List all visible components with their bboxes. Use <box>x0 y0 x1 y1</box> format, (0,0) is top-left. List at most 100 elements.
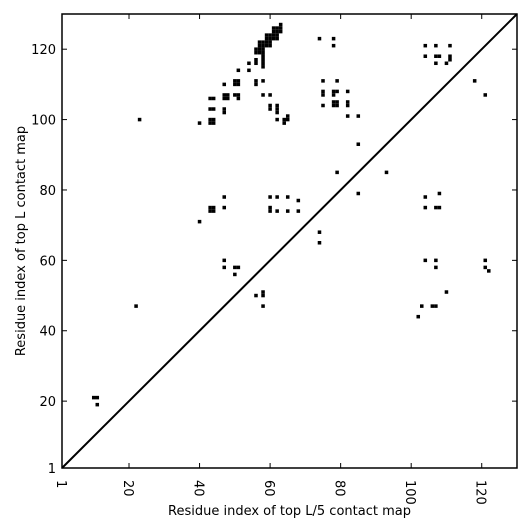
contact-cell <box>211 205 216 210</box>
contact-cell <box>335 170 339 175</box>
contact-cell <box>345 103 350 108</box>
contact-cell <box>254 57 258 62</box>
contact-cell <box>264 36 269 41</box>
contact-cell <box>261 47 265 51</box>
contact-cell <box>254 293 258 298</box>
contact-cell <box>95 402 100 407</box>
contact-cell <box>321 79 325 83</box>
contact-cell <box>444 61 449 66</box>
contact-cell <box>487 269 491 273</box>
contact-cell <box>335 89 339 94</box>
contact-cell <box>261 61 265 66</box>
contact-cell <box>423 258 428 263</box>
contact-cell <box>208 117 212 122</box>
contact-cell <box>261 43 265 48</box>
contact-cell <box>254 47 258 51</box>
contact-cell <box>335 100 339 104</box>
contact-cell <box>233 265 237 270</box>
contact-cell <box>268 195 272 199</box>
contact-cell <box>345 89 350 94</box>
contact-cell <box>483 93 488 97</box>
contact-cell <box>434 258 438 263</box>
contact-cell <box>356 142 361 146</box>
contact-cell <box>211 121 216 125</box>
contact-cell <box>208 121 212 125</box>
contact-cell <box>275 36 279 41</box>
contact-cell <box>261 290 265 294</box>
contact-cell <box>226 96 230 101</box>
contact-cell <box>268 209 272 213</box>
contact-cell <box>437 205 442 210</box>
contact-cell <box>268 36 272 41</box>
contact-cell <box>261 50 265 55</box>
contact-cell <box>335 103 339 108</box>
contact-cell <box>197 121 202 125</box>
contact-cell <box>236 68 241 73</box>
contact-cell <box>197 219 202 224</box>
contact-cell <box>268 40 272 44</box>
contact-cell <box>95 395 100 400</box>
contact-cell <box>275 110 279 115</box>
contact-cell <box>448 54 452 58</box>
contact-cell <box>236 93 241 97</box>
x-axis-label: Residue index of top L/5 contact map <box>168 504 411 519</box>
contact-cell <box>278 22 283 27</box>
contact-cell <box>211 117 216 122</box>
contact-cell <box>222 82 227 87</box>
contact-cell <box>448 57 452 62</box>
contact-cell <box>423 195 428 199</box>
contact-cell <box>257 43 262 48</box>
contact-cell <box>222 93 227 97</box>
y-tick-label: 80 <box>39 184 56 199</box>
contact-cell <box>282 117 286 122</box>
contact-cell <box>317 241 322 245</box>
contact-cell <box>275 29 279 34</box>
contact-cell <box>434 61 438 66</box>
contact-cell <box>236 79 241 83</box>
contact-cell <box>434 265 438 270</box>
contact-cell <box>211 107 216 111</box>
contact-cell <box>275 103 279 108</box>
contact-cells <box>91 22 491 407</box>
contact-cell <box>257 40 262 44</box>
contact-cell <box>254 82 258 87</box>
contact-cell <box>356 114 361 118</box>
contact-cell <box>275 209 279 213</box>
contact-cell <box>261 304 265 308</box>
x-tick-label: 60 <box>261 480 276 497</box>
contact-cell <box>448 43 452 48</box>
x-tick-label: 20 <box>120 480 135 497</box>
contact-cell <box>278 26 283 30</box>
contact-cell <box>345 100 350 104</box>
contact-cell <box>444 290 449 294</box>
y-tick-label: 1 <box>48 462 56 477</box>
contact-cell <box>236 82 241 87</box>
contact-cell <box>483 265 488 270</box>
contact-cell <box>275 26 279 30</box>
contact-cell <box>285 195 290 199</box>
contact-cell <box>472 79 477 83</box>
contact-cell <box>321 89 325 94</box>
contact-cell <box>137 117 142 122</box>
contact-cell <box>222 258 227 263</box>
plot-frame <box>61 13 518 469</box>
contact-cell <box>208 205 212 210</box>
contact-cell <box>222 110 227 115</box>
contact-cell <box>271 26 276 30</box>
contact-cell <box>321 103 325 108</box>
contact-cell <box>275 195 279 199</box>
contact-cell <box>282 121 286 125</box>
contact-cell <box>331 93 336 97</box>
contact-cell <box>254 79 258 83</box>
contact-cell <box>268 33 272 37</box>
contact-cell <box>483 258 488 263</box>
contact-cell <box>278 29 283 34</box>
contact-cell <box>268 107 272 111</box>
contact-cell <box>275 107 279 111</box>
contact-cell <box>211 209 216 213</box>
contact-cell <box>261 93 265 97</box>
contact-cell <box>285 114 290 118</box>
contact-cell <box>134 304 138 308</box>
contact-cell <box>331 43 336 48</box>
contact-cell <box>271 29 276 34</box>
